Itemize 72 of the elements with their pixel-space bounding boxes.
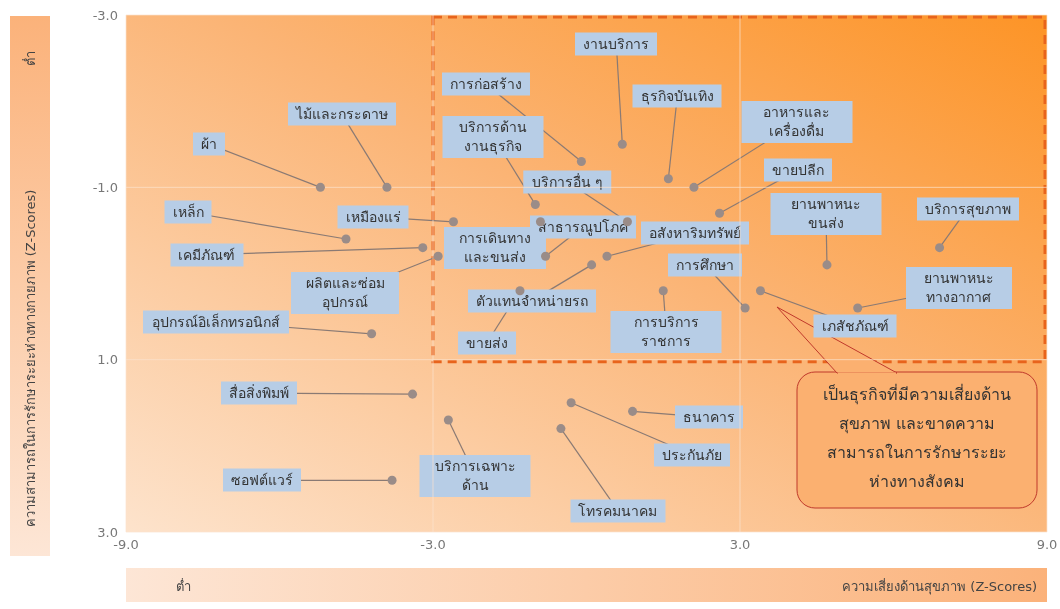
name-tag: อุปกรณ์อิเล็กทรอนิกส์ <box>142 310 289 334</box>
point <box>576 156 586 166</box>
point <box>556 424 566 434</box>
name-tag: สื่อสิ่งพิมพ์ <box>220 381 297 405</box>
point <box>341 234 351 244</box>
name-tag: เคมีภัณฑ์ <box>170 243 244 267</box>
x-axis-title: ความเสี่ยงด้านสุขภาพ (Z-Scores) <box>841 577 1037 597</box>
name-tag: อสังหาริมทรัพย์ <box>640 221 749 245</box>
name-tag: บริการด้านงานธุรกิจ <box>442 115 544 158</box>
point <box>715 208 725 218</box>
point <box>617 139 627 149</box>
x-tick-label: 9.0 <box>1036 537 1058 553</box>
point <box>853 303 863 313</box>
point <box>387 475 397 485</box>
x-tick-label: 3.0 <box>729 537 751 553</box>
y-tick-label: -1.0 <box>92 179 118 195</box>
name-tag: ธนาคาร <box>674 405 743 429</box>
name-tag: โทรคมนาคม <box>570 499 666 523</box>
name-tag: การก่อสร้าง <box>442 72 531 96</box>
y-tick-label: 1.0 <box>97 352 118 368</box>
name-tag: ไม้และกระดาษ <box>287 102 396 126</box>
name-tag: งานบริการ <box>575 32 658 56</box>
point <box>367 329 377 339</box>
point <box>566 398 576 408</box>
y-tick-label: -3.0 <box>92 7 118 23</box>
name-tag: ขายปลีก <box>763 158 832 182</box>
point <box>515 286 525 296</box>
point <box>755 286 765 296</box>
point <box>663 174 673 184</box>
name-tag: ซอฟต์แวร์ <box>223 468 302 492</box>
point <box>382 182 392 192</box>
name-tag: ยานพาหนะทางอากาศ <box>905 266 1012 309</box>
name-tag: อาหารและเครื่องดื่ม <box>741 101 853 144</box>
text: ต่ำ <box>176 577 191 596</box>
point <box>433 251 443 261</box>
point <box>658 286 668 296</box>
name-tag: เหมืองแร่ <box>337 205 409 229</box>
point <box>541 251 551 261</box>
name-tag: ตัวแทนจำหน่ายรถ <box>467 289 596 313</box>
point <box>530 200 540 210</box>
point <box>935 243 945 253</box>
name-tag: ผ้า <box>193 132 226 156</box>
point <box>740 303 750 313</box>
name-tag: บริการสุขภาพ <box>916 197 1019 221</box>
name-tag: เหล็ก <box>164 200 212 224</box>
name-tag: ผลิตและซ่อมอุปกรณ์ <box>291 272 400 315</box>
name-tag: การบริการราชการ <box>610 310 722 353</box>
point <box>443 415 453 425</box>
name-tag: ธุรกิจบันเทิง <box>632 84 722 108</box>
point <box>448 217 458 227</box>
point <box>418 243 428 253</box>
point <box>408 389 418 399</box>
point <box>628 406 638 416</box>
name-tag: การศึกษา <box>668 253 743 277</box>
x-tick-label: -3.0 <box>420 537 446 553</box>
y-tick-label: 3.0 <box>97 524 118 540</box>
name-tag: ยานพาหนะขนส่ง <box>770 192 882 235</box>
point <box>822 260 832 270</box>
name-tag: เภสัชภัณฑ์ <box>813 314 897 338</box>
x-tick-label: -9.0 <box>113 537 139 553</box>
y-axis-title: ความสามารถในการรักษาระยะห่างทางกายภาพ (Z-Scores) <box>21 188 39 530</box>
point <box>315 182 325 192</box>
name-tag: ขายส่ง <box>457 331 516 355</box>
name-tag: บริการอื่น ๆ <box>523 170 612 194</box>
text: ต่ำ <box>21 50 39 68</box>
name-tag: ประกันภัย <box>654 443 731 467</box>
point <box>689 182 699 192</box>
name-tag: บริการเฉพาะด้าน <box>419 454 531 497</box>
point <box>587 260 597 270</box>
annotation: เป็นธุรกิจที่มีความเสี่ยงด้านสุขภาพ และขาดความสามารถในการรักษาระยะห่างทางสังคม <box>797 372 1037 508</box>
name-tag: สาธารณูปโภค <box>529 215 636 239</box>
point <box>602 251 612 261</box>
